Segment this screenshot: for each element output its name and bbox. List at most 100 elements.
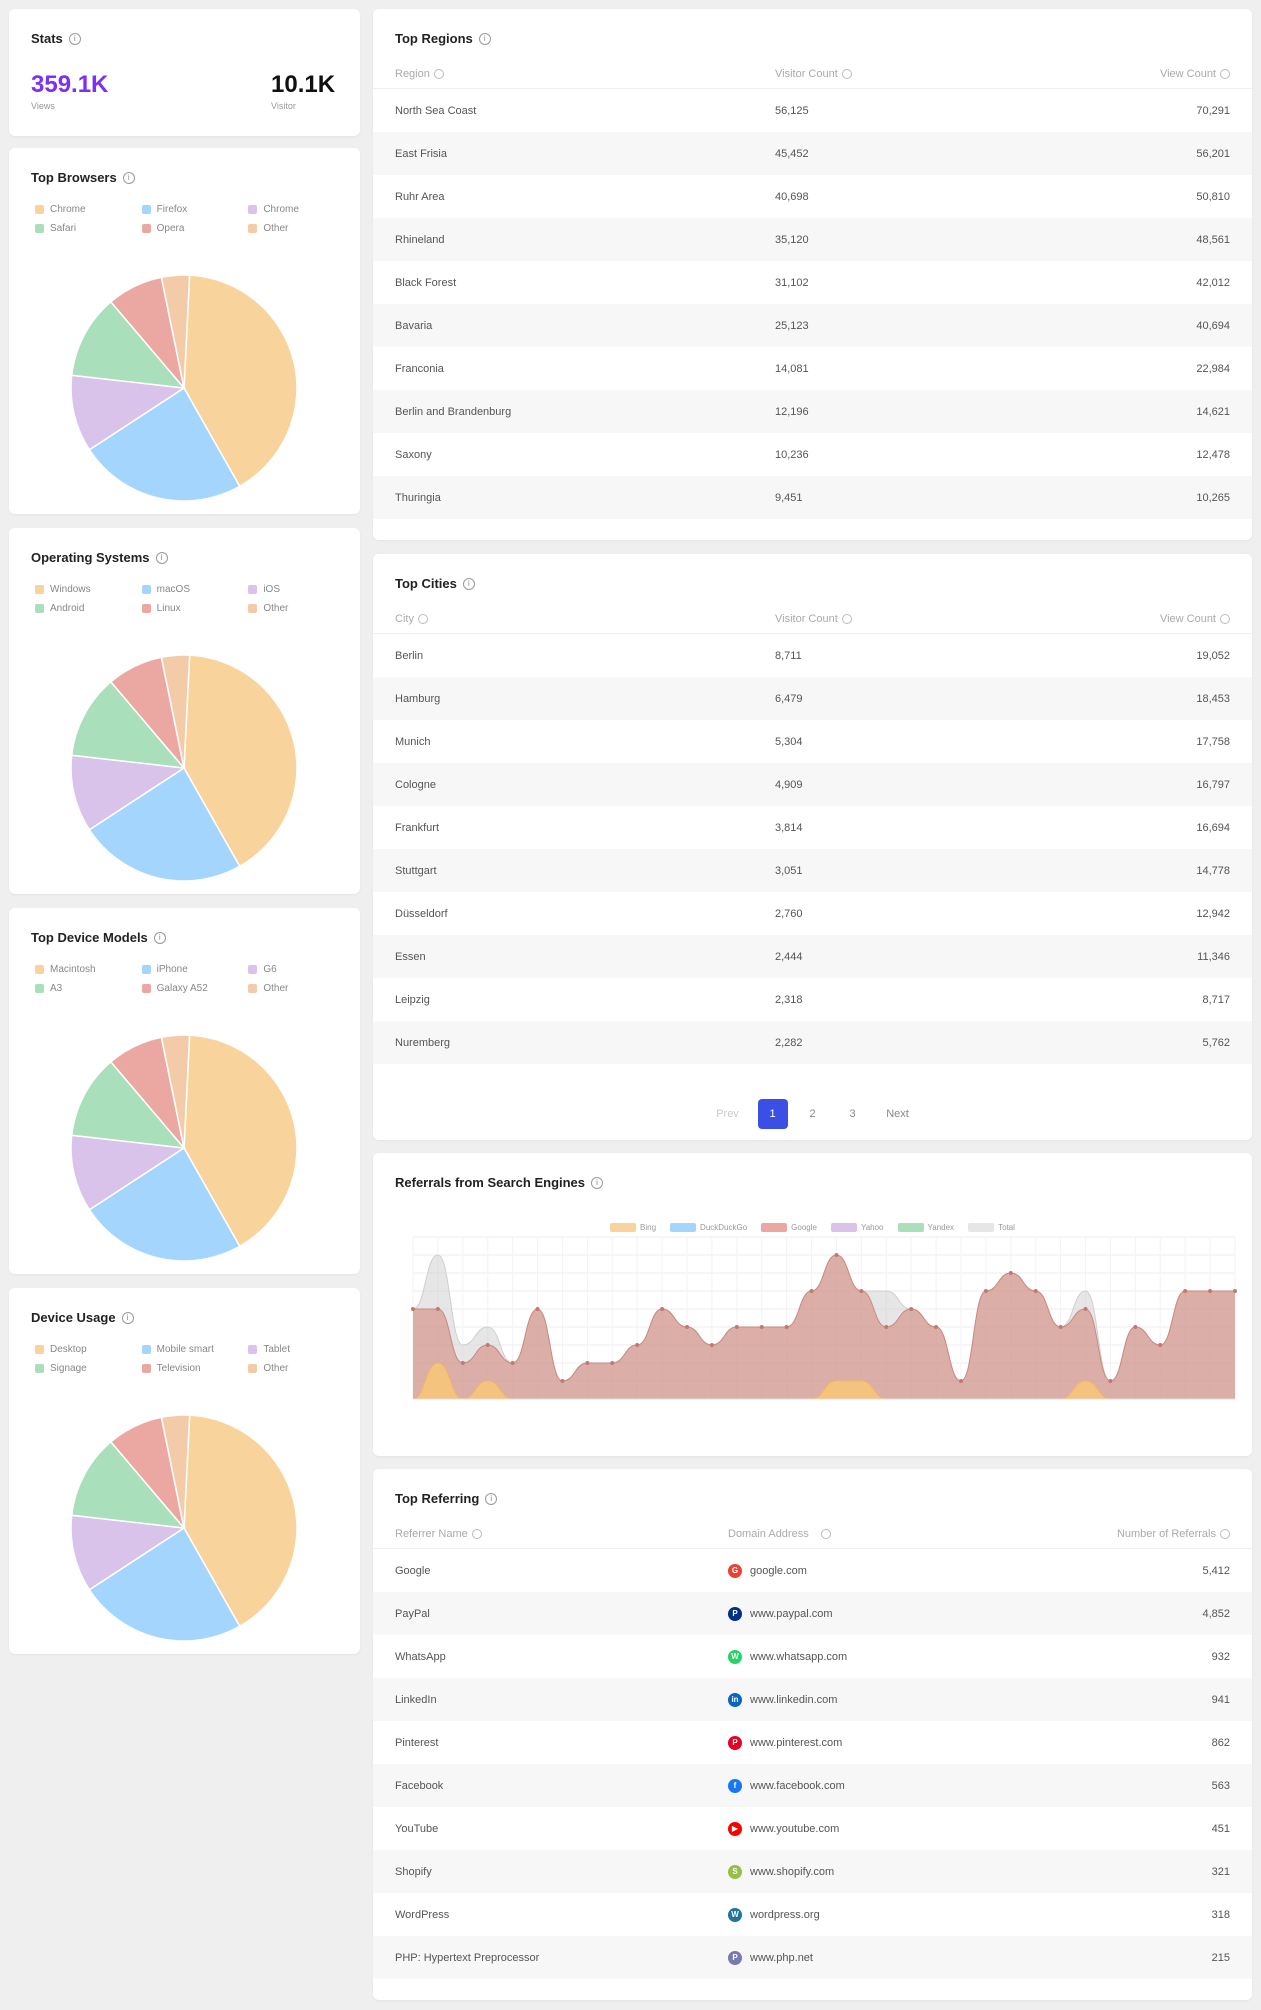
pie-slice[interactable]: [88, 1526, 241, 1642]
pie-slice[interactable]: [70, 680, 186, 769]
table-row[interactable]: Cologne 4,909 16,797: [373, 763, 1252, 806]
data-point[interactable]: [983, 1289, 988, 1293]
info-icon[interactable]: i: [478, 32, 491, 45]
data-point[interactable]: [610, 1361, 615, 1365]
data-point[interactable]: [734, 1325, 739, 1329]
page-1-button[interactable]: 1: [757, 1099, 788, 1129]
prev-button[interactable]: Prev: [716, 1108, 739, 1120]
legend-item[interactable]: Signage: [35, 1363, 132, 1374]
chart-legend-item[interactable]: Total: [968, 1223, 1015, 1232]
info-icon[interactable]: i: [68, 32, 81, 45]
pie-slice[interactable]: [88, 766, 241, 882]
data-point[interactable]: [1133, 1325, 1138, 1329]
data-point[interactable]: [560, 1379, 565, 1383]
chart-legend-item[interactable]: Bing: [610, 1223, 656, 1232]
pie-slice[interactable]: [70, 1440, 186, 1529]
table-row[interactable]: Rhineland 35,120 48,561: [373, 218, 1252, 261]
legend-item[interactable]: Windows: [35, 584, 132, 595]
info-icon[interactable]: [841, 613, 852, 624]
data-point[interactable]: [759, 1325, 764, 1329]
legend-item[interactable]: Safari: [35, 223, 132, 234]
pie-slice[interactable]: [183, 654, 298, 868]
pie-slice[interactable]: [160, 654, 191, 769]
column-header[interactable]: View Count: [1075, 68, 1230, 80]
info-icon[interactable]: i: [591, 1176, 604, 1189]
data-point[interactable]: [585, 1361, 590, 1365]
info-icon[interactable]: [1220, 613, 1230, 624]
pie-slice[interactable]: [160, 1414, 191, 1529]
table-row[interactable]: Franconia 14,081 22,984: [373, 347, 1252, 390]
pie-slice[interactable]: [183, 274, 298, 488]
table-row[interactable]: Thuringia 9,451 10,265: [373, 476, 1252, 519]
pie-slice[interactable]: [70, 300, 186, 389]
table-row[interactable]: East Frisia 45,452 56,201: [373, 132, 1252, 175]
info-icon[interactable]: [820, 1528, 831, 1539]
table-row[interactable]: Essen 2,444 11,346: [373, 935, 1252, 978]
series-area-google[interactable]: [413, 1255, 1235, 1399]
legend-item[interactable]: Tablet: [248, 1344, 345, 1355]
pie-slice[interactable]: [70, 1060, 186, 1149]
data-point[interactable]: [959, 1379, 963, 1383]
column-header[interactable]: Region: [395, 68, 775, 80]
legend-item[interactable]: iPhone: [141, 964, 239, 975]
data-point[interactable]: [460, 1361, 465, 1365]
series-area-bing[interactable]: [413, 1363, 1235, 1399]
column-header[interactable]: Referrer Name: [395, 1528, 728, 1540]
chart-legend-item[interactable]: Yandex: [897, 1223, 954, 1232]
legend-item[interactable]: Macintosh: [35, 964, 132, 975]
info-icon[interactable]: i: [485, 1492, 498, 1505]
pie-slice[interactable]: [183, 1034, 298, 1248]
legend-item[interactable]: Chrome: [248, 204, 345, 215]
table-row[interactable]: LinkedIn in www.linkedin.com 941: [373, 1678, 1252, 1721]
pie-slice[interactable]: [70, 754, 187, 831]
data-point[interactable]: [784, 1325, 789, 1329]
data-point[interactable]: [535, 1307, 540, 1311]
next-button[interactable]: Next: [886, 1108, 909, 1120]
data-point[interactable]: [411, 1307, 415, 1311]
table-row[interactable]: North Sea Coast 56,125 70,291: [373, 89, 1252, 132]
legend-item[interactable]: Other: [248, 603, 345, 614]
table-row[interactable]: Stuttgart 3,051 14,778: [373, 849, 1252, 892]
table-row[interactable]: Ruhr Area 40,698 50,810: [373, 175, 1252, 218]
legend-item[interactable]: Firefox: [141, 204, 239, 215]
table-row[interactable]: Frankfurt 3,814 16,694: [373, 806, 1252, 849]
table-row[interactable]: Düsseldorf 2,760 12,942: [373, 892, 1252, 935]
legend-item[interactable]: Opera: [141, 223, 239, 234]
data-point[interactable]: [660, 1307, 665, 1311]
table-row[interactable]: Leipzig 2,318 8,717: [373, 978, 1252, 1021]
pie-slice[interactable]: [160, 1034, 191, 1149]
chart-legend-item[interactable]: DuckDuckGo: [670, 1223, 747, 1232]
table-row[interactable]: Hamburg 6,479 18,453: [373, 677, 1252, 720]
data-point[interactable]: [1183, 1289, 1188, 1293]
page-3-button[interactable]: 3: [849, 1108, 856, 1120]
column-header[interactable]: City: [395, 613, 775, 625]
page-2-button[interactable]: 2: [809, 1108, 816, 1120]
info-icon[interactable]: [471, 1528, 482, 1539]
info-icon[interactable]: [1220, 68, 1230, 79]
legend-item[interactable]: A3: [35, 983, 132, 994]
table-row[interactable]: YouTube ▶ www.youtube.com 451: [373, 1807, 1252, 1850]
info-icon[interactable]: [417, 613, 428, 624]
info-icon[interactable]: i: [122, 171, 135, 184]
legend-item[interactable]: Mobile smart: [141, 1344, 239, 1355]
data-point[interactable]: [884, 1325, 889, 1329]
data-point[interactable]: [1083, 1307, 1088, 1311]
data-point[interactable]: [809, 1289, 814, 1293]
table-row[interactable]: Black Forest 31,102 42,012: [373, 261, 1252, 304]
data-point[interactable]: [1058, 1325, 1063, 1329]
legend-item[interactable]: G6: [248, 964, 345, 975]
legend-item[interactable]: Linux: [141, 603, 239, 614]
table-row[interactable]: Berlin and Brandenburg 12,196 14,621: [373, 390, 1252, 433]
data-point[interactable]: [859, 1289, 864, 1293]
data-point[interactable]: [909, 1307, 914, 1311]
data-point[interactable]: [1233, 1289, 1237, 1293]
data-point[interactable]: [510, 1361, 515, 1365]
data-point[interactable]: [1208, 1289, 1213, 1293]
